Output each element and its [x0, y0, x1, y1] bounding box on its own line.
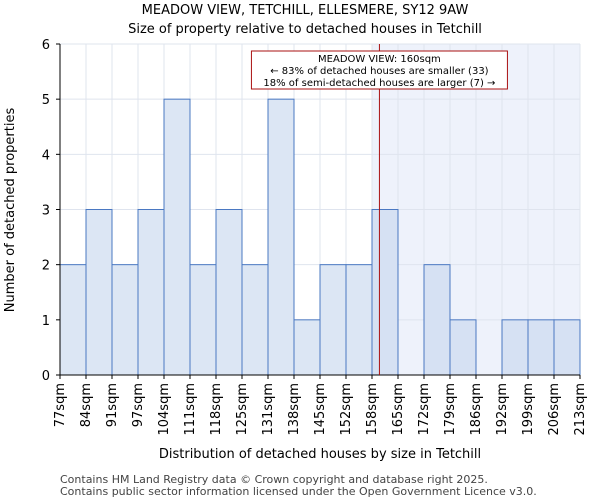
y-tick-label: 2 — [42, 259, 50, 274]
y-axis-label: Number of detached properties — [3, 108, 18, 313]
bar — [267, 98, 295, 376]
x-tick-label: 213sqm — [573, 383, 588, 436]
bar — [215, 209, 243, 376]
x-tick-label: 199sqm — [521, 383, 536, 436]
x-tick-label: 97sqm — [131, 383, 146, 427]
bar — [501, 319, 529, 376]
x-tick-label: 104sqm — [157, 383, 172, 436]
bar — [527, 319, 555, 376]
x-tick-label: 158sqm — [365, 383, 380, 436]
annotation-line-1: MEADOW VIEW: 160sqm — [318, 54, 441, 65]
bar — [59, 264, 87, 376]
y-tick-label: 1 — [42, 314, 50, 329]
bar — [137, 209, 165, 376]
x-tick-label: 192sqm — [495, 383, 510, 436]
bar — [345, 264, 373, 376]
bar — [553, 319, 581, 376]
footer-line-1: Contains HM Land Registry data © Crown c… — [60, 473, 488, 486]
x-tick-label: 131sqm — [261, 383, 276, 436]
annotation-box — [250, 50, 508, 90]
bar — [163, 98, 191, 376]
bar — [319, 264, 347, 376]
bar — [449, 319, 477, 376]
chart-subtitle: Size of property relative to detached ho… — [128, 22, 482, 37]
x-tick-label: 125sqm — [235, 383, 250, 436]
x-tick-label: 186sqm — [469, 383, 484, 436]
x-tick-label: 77sqm — [53, 383, 68, 427]
plot-area: 0 1 2 3 4 5 6 77sqm 84sqm 91sqm 97sqm 104sqm 111sqm 1… — [42, 38, 588, 436]
bar — [371, 209, 399, 376]
y-tick-label: 5 — [42, 93, 50, 108]
bar — [189, 264, 217, 376]
y-tick-label: 0 — [42, 369, 50, 384]
x-tick-label: 165sqm — [391, 383, 406, 436]
bar — [293, 319, 321, 376]
x-tick-label: 179sqm — [443, 383, 458, 436]
y-tick-label: 6 — [42, 38, 50, 53]
bar — [85, 209, 113, 376]
x-tick-label: 152sqm — [339, 383, 354, 436]
bar — [423, 264, 451, 376]
annotation-line-2: ← 83% of detached houses are smaller (33… — [270, 66, 488, 77]
y-tick-label: 4 — [42, 148, 50, 163]
x-tick-label: 118sqm — [209, 383, 224, 436]
footer-line-2: Contains public sector information licen… — [60, 485, 537, 498]
x-axis-label: Distribution of detached houses by size … — [159, 447, 481, 462]
bar — [241, 264, 269, 376]
chart-title: MEADOW VIEW, TETCHILL, ELLESMERE, SY12 9… — [142, 3, 469, 18]
x-tick-label: 138sqm — [287, 383, 302, 436]
bar — [111, 264, 139, 376]
x-tick-label: 172sqm — [417, 383, 432, 436]
x-tick-label: 111sqm — [183, 383, 198, 436]
x-tick-label: 206sqm — [547, 383, 562, 436]
y-tick-label: 3 — [42, 204, 50, 219]
x-tick-label: 91sqm — [105, 383, 120, 427]
x-tick-label: 145sqm — [313, 383, 328, 436]
x-tick-label: 84sqm — [79, 383, 94, 427]
annotation-line-3: 18% of semi-detached houses are larger (… — [263, 78, 495, 89]
